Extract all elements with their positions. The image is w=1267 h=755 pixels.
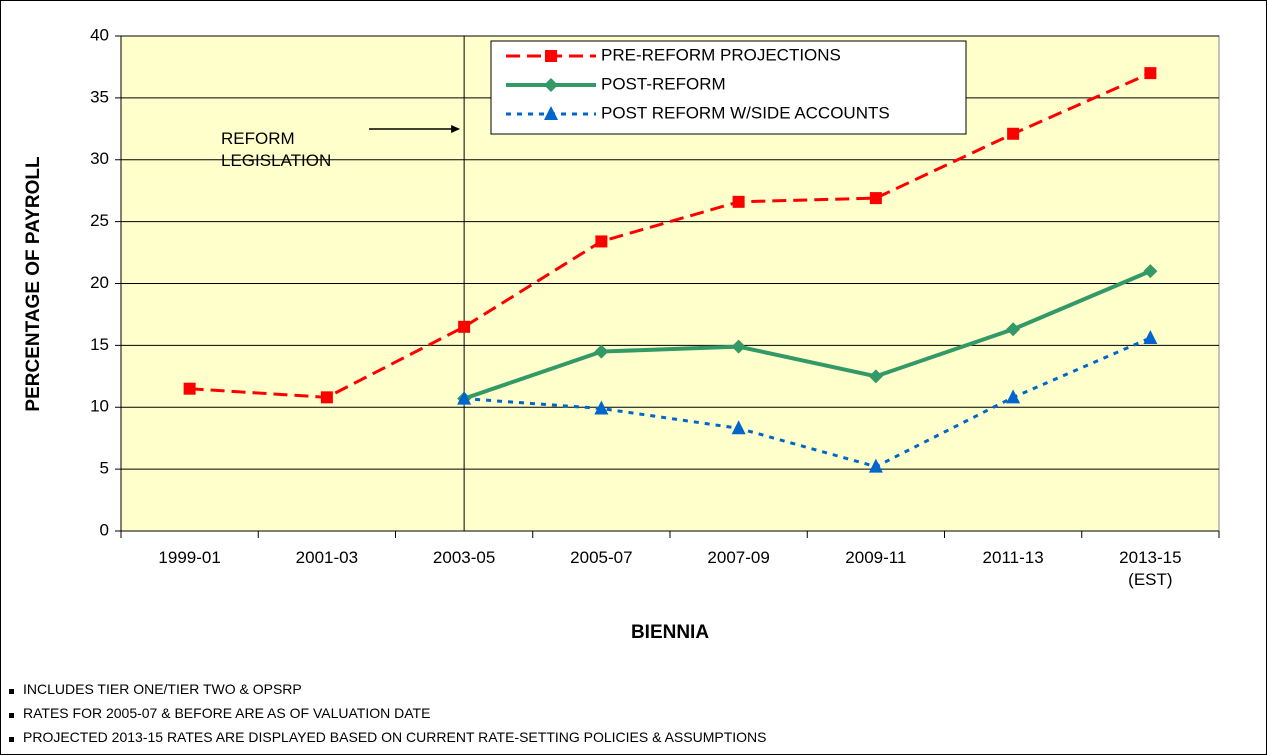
x-tick-label: 2003-05 (432, 548, 496, 567)
annotation: REFORM LEGISLATION (221, 129, 332, 170)
legend-marker (544, 106, 558, 120)
marker (595, 235, 608, 248)
x-tick-label: 2005-07 (570, 548, 633, 567)
y-axis-title: PERCENTAGE OF PAYROLL (23, 156, 44, 412)
x-tick-label: 2001-03 (295, 548, 359, 567)
marker (731, 339, 746, 354)
bullet (9, 713, 14, 718)
marker (1006, 389, 1021, 404)
series-line (464, 336, 1151, 469)
y-tick-label: 10 (90, 397, 109, 416)
marker (594, 344, 609, 359)
y-tick-label: 30 (90, 149, 109, 168)
marker (732, 195, 745, 208)
marker (1143, 329, 1158, 344)
bullet (9, 737, 14, 742)
marker (183, 382, 196, 395)
legend-label: POST-REFORM (601, 74, 726, 93)
marker (1006, 322, 1021, 337)
x-tick-label: 2007-09 (707, 548, 770, 567)
marker (868, 458, 883, 473)
legend-marker (544, 78, 558, 92)
y-tick-label: 35 (90, 87, 109, 106)
x-tick-label: 2013-15 (EST) (1119, 548, 1182, 589)
marker (457, 390, 472, 405)
x-axis-title: BIENNIA (631, 622, 709, 643)
marker (869, 192, 882, 205)
legend-marker (545, 50, 557, 62)
marker (1007, 127, 1020, 140)
marker (1144, 67, 1157, 80)
note: PROJECTED 2013-15 RATES ARE DISPLAYED BA… (23, 729, 767, 745)
marker (1143, 264, 1158, 279)
note: INCLUDES TIER ONE/TIER TWO & OPSRP (23, 681, 302, 697)
x-tick-label: 2011-13 (982, 548, 1044, 567)
legend-label: PRE-REFORM PROJECTIONS (601, 45, 841, 64)
arrow-head (451, 125, 461, 133)
x-tick-label: 1999-01 (158, 548, 221, 567)
marker (868, 369, 883, 384)
y-tick-label: 20 (90, 273, 109, 292)
x-tick-label: 2009-11 (845, 548, 907, 567)
marker (458, 320, 471, 333)
y-tick-label: 0 (100, 520, 109, 539)
series-line (463, 269, 1152, 401)
y-tick-label: 40 (90, 25, 109, 44)
y-tick-label: 25 (90, 211, 109, 230)
y-tick-label: 5 (100, 459, 109, 478)
marker (320, 391, 333, 404)
legend-label: POST REFORM W/SIDE ACCOUNTS (601, 103, 890, 122)
marker (594, 400, 609, 415)
marker (731, 420, 746, 435)
note: RATES FOR 2005-07 & BEFORE ARE AS OF VAL… (23, 705, 431, 721)
y-tick-label: 15 (90, 335, 109, 354)
bullet (9, 689, 14, 694)
